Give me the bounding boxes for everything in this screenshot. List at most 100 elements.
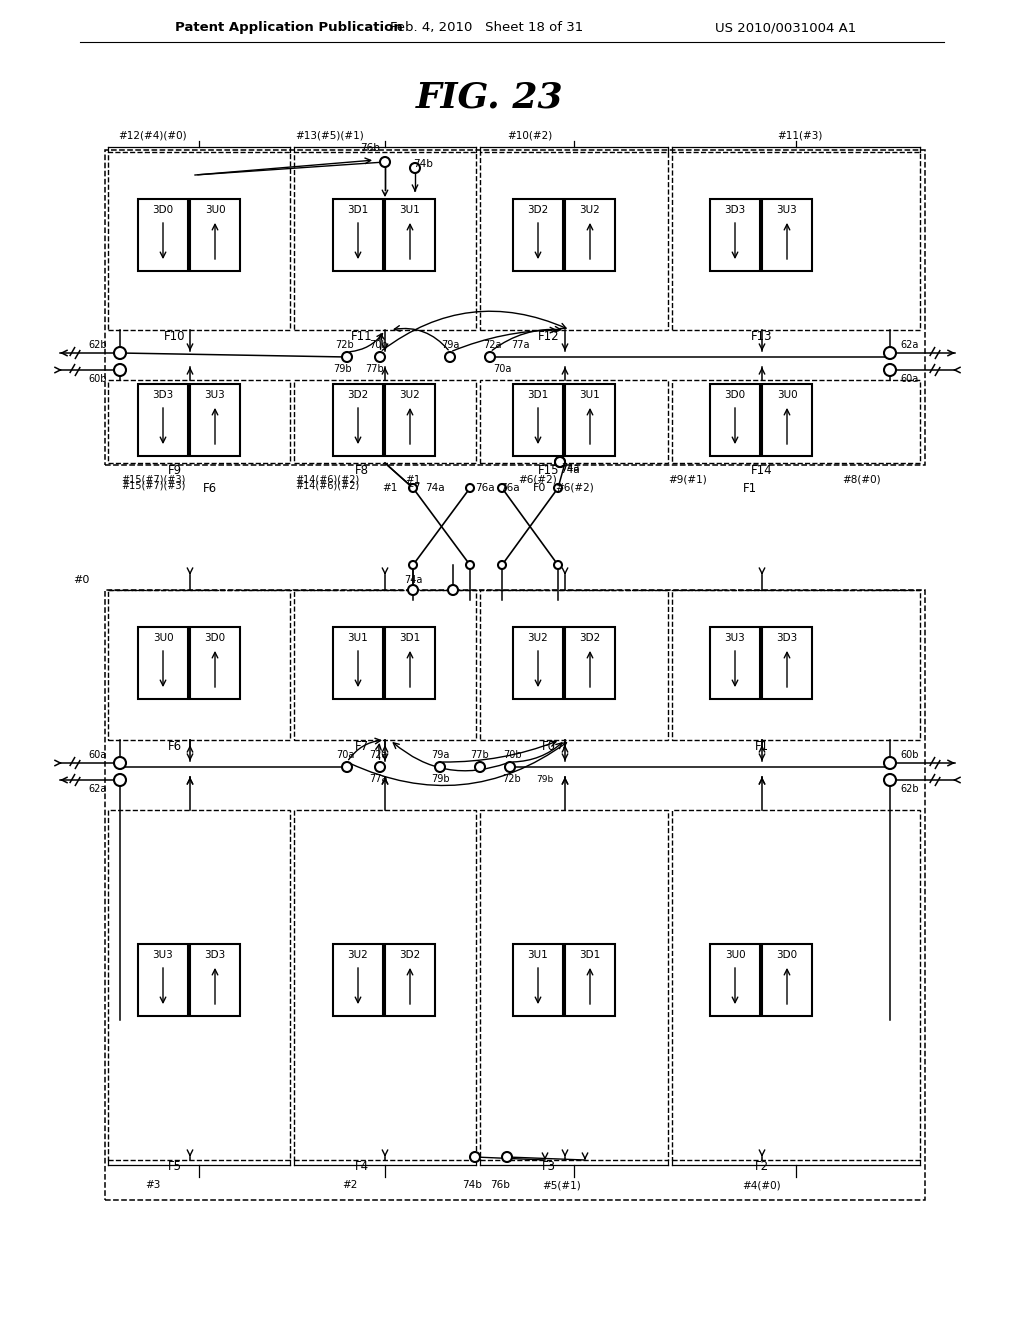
Text: #14(#6)(#2): #14(#6)(#2) [295,475,359,484]
Bar [710,384,760,455]
Text: #5(#1): #5(#1) [543,1180,582,1191]
Text: 3D0: 3D0 [776,950,798,960]
Text: 3U2: 3U2 [527,634,549,643]
Text: F1: F1 [755,741,769,754]
Circle shape [408,585,418,595]
Text: 77b: 77b [366,364,384,374]
Text: 60a: 60a [900,374,919,384]
Text: F7: F7 [355,741,369,754]
Text: 74b: 74b [462,1180,482,1191]
Text: 72a: 72a [369,750,387,760]
Bar [710,944,760,1016]
Text: F8: F8 [355,465,369,478]
Text: #10(#2): #10(#2) [507,131,553,141]
Text: 74a: 74a [425,483,444,492]
Text: 72a: 72a [482,341,502,350]
Bar [108,152,290,330]
Text: #1: #1 [406,475,421,484]
Text: 76a: 76a [500,483,520,492]
Text: 76b: 76b [490,1180,510,1191]
Bar [385,944,435,1016]
Text: 74a: 74a [560,465,580,475]
Circle shape [409,484,417,492]
Text: F10: F10 [164,330,185,342]
Bar [108,380,290,463]
Bar [710,199,760,271]
Text: 3U2: 3U2 [399,389,421,400]
Circle shape [375,352,385,362]
Bar [294,590,476,741]
Text: 70b: 70b [503,750,521,760]
Circle shape [114,774,126,785]
Bar [385,627,435,700]
Text: 74b: 74b [413,158,433,169]
Bar [513,627,563,700]
Bar [513,199,563,271]
Text: F0: F0 [542,741,556,754]
Text: 62a: 62a [89,784,106,795]
Text: #6(#2): #6(#2) [518,475,557,484]
Bar [138,199,188,271]
Bar [762,944,812,1016]
Text: 77b: 77b [471,750,489,760]
Text: #15(#7)(#3): #15(#7)(#3) [121,475,185,484]
Text: 77a: 77a [369,774,387,784]
Text: 3D3: 3D3 [776,634,798,643]
Circle shape [342,762,352,772]
Text: #4(#0): #4(#0) [742,1180,781,1191]
Circle shape [502,1152,512,1162]
Bar [565,199,615,271]
Bar [333,627,383,700]
Text: 3D3: 3D3 [205,950,225,960]
Text: 3D0: 3D0 [724,389,745,400]
Circle shape [505,762,515,772]
Text: FIG. 23: FIG. 23 [416,81,564,115]
Text: F0: F0 [534,483,547,492]
Bar [513,944,563,1016]
Text: 3D1: 3D1 [580,950,601,960]
Text: 3U3: 3U3 [776,205,798,215]
Circle shape [475,762,485,772]
Text: F7: F7 [409,483,422,492]
Circle shape [554,484,562,492]
Text: F6: F6 [203,482,217,495]
Bar [672,152,920,330]
Text: 60b: 60b [88,374,106,384]
Bar [294,810,476,1160]
Bar [138,944,188,1016]
Circle shape [884,756,896,770]
Text: #8(#0): #8(#0) [843,475,882,484]
Bar [385,384,435,455]
Text: F2: F2 [755,1160,769,1173]
Text: 76a: 76a [475,483,495,492]
Circle shape [114,364,126,376]
Bar [333,944,383,1016]
Circle shape [555,457,565,467]
Text: 3U0: 3U0 [153,634,173,643]
Text: 3D2: 3D2 [527,205,549,215]
Text: US 2010/0031004 A1: US 2010/0031004 A1 [715,21,856,34]
Bar [138,384,188,455]
Text: 3U2: 3U2 [580,205,600,215]
Bar [513,384,563,455]
Bar [710,627,760,700]
Circle shape [498,484,506,492]
Text: 72b: 72b [336,341,354,350]
Bar [762,199,812,271]
Text: #6(#2): #6(#2) [556,483,594,492]
Bar [385,199,435,271]
Circle shape [466,561,474,569]
Circle shape [884,774,896,785]
Text: 3U1: 3U1 [347,634,369,643]
Text: F5: F5 [168,1160,182,1173]
Text: F14: F14 [752,465,773,478]
Text: F4: F4 [355,1160,369,1173]
Text: 3U3: 3U3 [153,950,173,960]
Text: 3D1: 3D1 [347,205,369,215]
Text: F12: F12 [539,330,560,342]
Text: 3U3: 3U3 [205,389,225,400]
Bar [105,150,925,465]
Text: #13(#5)(#1): #13(#5)(#1) [296,131,365,141]
Bar [294,380,476,463]
Text: 79a: 79a [440,341,459,350]
